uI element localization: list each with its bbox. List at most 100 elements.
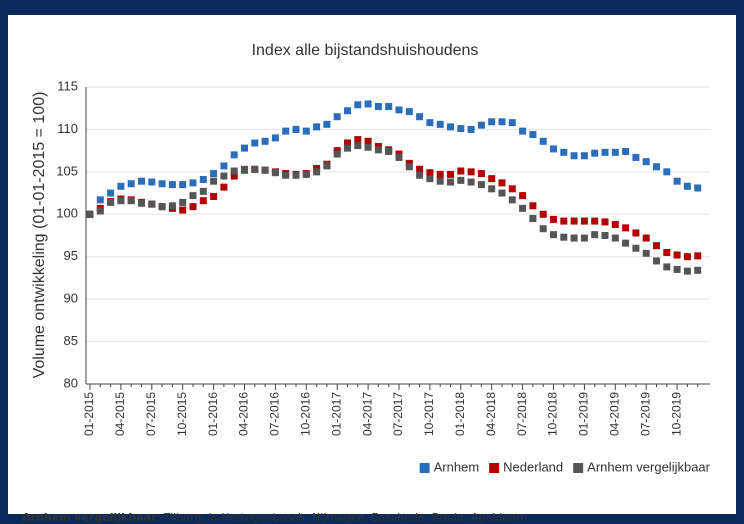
marker: [271, 169, 279, 177]
y-tick-label: 90: [64, 291, 78, 306]
marker: [611, 220, 619, 228]
marker: [261, 166, 269, 174]
marker: [467, 178, 475, 186]
marker: [354, 136, 362, 144]
x-tick-label: 07-2016: [268, 392, 282, 436]
marker: [138, 177, 145, 185]
marker: [498, 118, 506, 126]
marker: [405, 108, 413, 116]
marker: [416, 113, 424, 121]
marker: [344, 144, 351, 152]
legend-swatch: [489, 463, 500, 473]
marker: [622, 239, 630, 247]
marker: [488, 118, 496, 126]
marker: [632, 229, 640, 237]
marker: [642, 234, 650, 242]
marker: [416, 165, 424, 173]
marker: [220, 183, 228, 191]
marker: [611, 234, 619, 242]
marker: [642, 249, 650, 257]
x-tick-label: 01-2015: [82, 392, 96, 436]
marker: [395, 153, 403, 161]
marker: [694, 266, 702, 274]
marker: [591, 217, 599, 225]
marker: [230, 151, 238, 159]
marker: [199, 197, 207, 205]
marker: [220, 162, 228, 170]
marker: [210, 192, 218, 200]
marker: [344, 139, 351, 147]
marker: [550, 215, 557, 223]
marker: [508, 196, 516, 204]
y-axis-label: Volume ontwikkeling (01-01-2015 = 100): [31, 92, 48, 379]
y-tick-label: 100: [56, 206, 78, 221]
marker: [210, 177, 218, 185]
legend-label: Arnhem: [434, 459, 480, 474]
marker: [529, 215, 537, 223]
marker: [591, 149, 599, 157]
x-tick-label: 07-2015: [144, 392, 158, 436]
footnote-text: : Tilburg, 's-Hertogenbosch, Nijmegen, E…: [156, 511, 528, 524]
marker: [519, 204, 527, 212]
marker: [220, 172, 228, 180]
marker: [436, 177, 444, 185]
x-tick-label: 07-2017: [391, 392, 405, 436]
marker: [189, 179, 197, 187]
marker: [374, 103, 382, 111]
x-tick-label: 04-2018: [484, 392, 498, 436]
marker: [550, 231, 557, 239]
marker: [498, 189, 506, 197]
marker: [251, 139, 259, 147]
marker: [467, 168, 475, 176]
y-tick-label: 110: [57, 121, 78, 136]
marker: [385, 147, 393, 155]
marker: [488, 175, 496, 183]
marker: [117, 182, 125, 190]
marker: [622, 224, 630, 232]
marker: [529, 131, 537, 139]
marker: [560, 233, 568, 241]
marker: [302, 170, 310, 178]
marker: [683, 182, 691, 190]
marker: [354, 142, 362, 150]
y-tick-label: 80: [64, 375, 78, 390]
y-tick-label: 105: [56, 163, 78, 178]
marker: [642, 158, 650, 166]
legend-label: Nederland: [503, 459, 563, 474]
marker: [374, 146, 382, 154]
marker: [138, 199, 145, 207]
marker: [673, 177, 681, 185]
x-tick-label: 07-2019: [638, 392, 652, 436]
marker: [179, 206, 187, 214]
marker: [426, 169, 434, 177]
marker: [477, 181, 485, 189]
marker: [189, 192, 197, 200]
marker: [302, 127, 310, 135]
marker: [436, 120, 444, 128]
marker: [107, 189, 115, 197]
marker: [601, 218, 609, 226]
marker: [673, 265, 681, 273]
marker: [550, 145, 557, 153]
marker: [653, 257, 660, 265]
marker: [251, 165, 259, 173]
marker: [477, 170, 485, 178]
marker: [282, 127, 290, 135]
marker: [333, 150, 341, 158]
marker: [199, 175, 207, 183]
marker: [148, 178, 156, 186]
footnote: Arnhem vergelijkbaar: Tilburg, 's-Hertog…: [22, 511, 527, 524]
marker: [117, 197, 125, 205]
marker: [457, 167, 465, 175]
marker: [210, 170, 218, 178]
y-tick-label: 95: [64, 248, 78, 263]
x-tick-label: 10-2015: [175, 392, 189, 436]
marker: [694, 184, 702, 192]
marker: [416, 171, 424, 179]
marker: [632, 244, 640, 252]
marker: [570, 152, 578, 160]
marker: [127, 197, 135, 205]
marker: [488, 185, 496, 193]
legend-label: Arnhem vergelijkbaar: [587, 459, 711, 474]
